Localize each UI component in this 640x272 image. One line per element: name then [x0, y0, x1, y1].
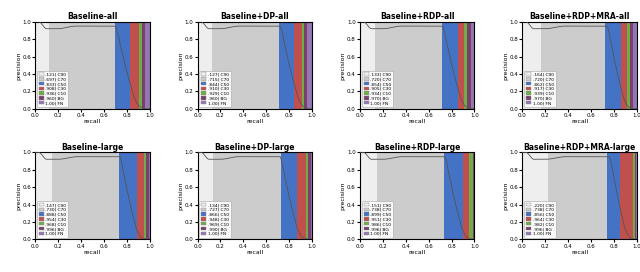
X-axis label: recall: recall: [571, 119, 588, 124]
Y-axis label: precision: precision: [16, 182, 21, 210]
X-axis label: recall: recall: [84, 250, 101, 255]
Y-axis label: precision: precision: [179, 182, 183, 210]
X-axis label: recall: recall: [408, 119, 426, 124]
Title: Baseline+RDP+MRA-large: Baseline+RDP+MRA-large: [524, 143, 636, 152]
Title: Baseline+DP-large: Baseline+DP-large: [214, 143, 295, 152]
Title: Baseline-large: Baseline-large: [61, 143, 124, 152]
Title: Baseline+RDP+MRA-all: Baseline+RDP+MRA-all: [529, 12, 630, 21]
Legend: .147| C90, .730| C70, .888| C50, .954| C30, .968| C10, .996| BG, 1.00| FN: .147| C90, .730| C70, .888| C50, .954| C…: [37, 201, 68, 237]
Title: Baseline+RDP-all: Baseline+RDP-all: [380, 12, 454, 21]
Legend: .134| C90, .727| C70, .866| C50, .948| C30, .969| C10, .990| BG, 1.00| FN: .134| C90, .727| C70, .866| C50, .948| C…: [200, 201, 231, 237]
Legend: .121| C90, .697| C70, .833| C50, .908| C30, .936| C10, .960| BG, 1.00| FN: .121| C90, .697| C70, .833| C50, .908| C…: [37, 70, 68, 107]
Y-axis label: precision: precision: [16, 51, 21, 79]
Y-axis label: precision: precision: [503, 182, 508, 210]
Y-axis label: precision: precision: [503, 51, 508, 79]
Title: Baseline+RDP-large: Baseline+RDP-large: [374, 143, 460, 152]
Legend: .133| C90, .720| C70, .854| C50, .905| C30, .934| C10, .970| BG, 1.00| FN: .133| C90, .720| C70, .854| C50, .905| C…: [362, 70, 393, 107]
X-axis label: recall: recall: [246, 119, 264, 124]
Y-axis label: precision: precision: [340, 182, 346, 210]
X-axis label: recall: recall: [84, 119, 101, 124]
X-axis label: recall: recall: [246, 250, 264, 255]
Y-axis label: precision: precision: [340, 51, 346, 79]
Legend: .164| C90, .720| C70, .862| C50, .917| C30, .939| C10, .970| BG, 1.00| FN: .164| C90, .720| C70, .862| C50, .917| C…: [524, 70, 556, 107]
Y-axis label: precision: precision: [179, 51, 183, 79]
Legend: .127| C90, .715| C70, .844| C50, .910| C30, .929| C10, .960| BG, 1.00| FN: .127| C90, .715| C70, .844| C50, .910| C…: [200, 70, 231, 107]
Legend: .151| C90, .738| C70, .899| C50, .951| C30, .986| C10, .996| BG, 1.00| FN: .151| C90, .738| C70, .899| C50, .951| C…: [362, 201, 393, 237]
X-axis label: recall: recall: [408, 250, 426, 255]
Legend: .220| C90, .738| C70, .856| C50, .964| C30, .982| C10, .996| BG, 1.00| FN: .220| C90, .738| C70, .856| C50, .964| C…: [524, 201, 556, 237]
Title: Baseline-all: Baseline-all: [67, 12, 118, 21]
X-axis label: recall: recall: [571, 250, 588, 255]
Title: Baseline+DP-all: Baseline+DP-all: [221, 12, 289, 21]
